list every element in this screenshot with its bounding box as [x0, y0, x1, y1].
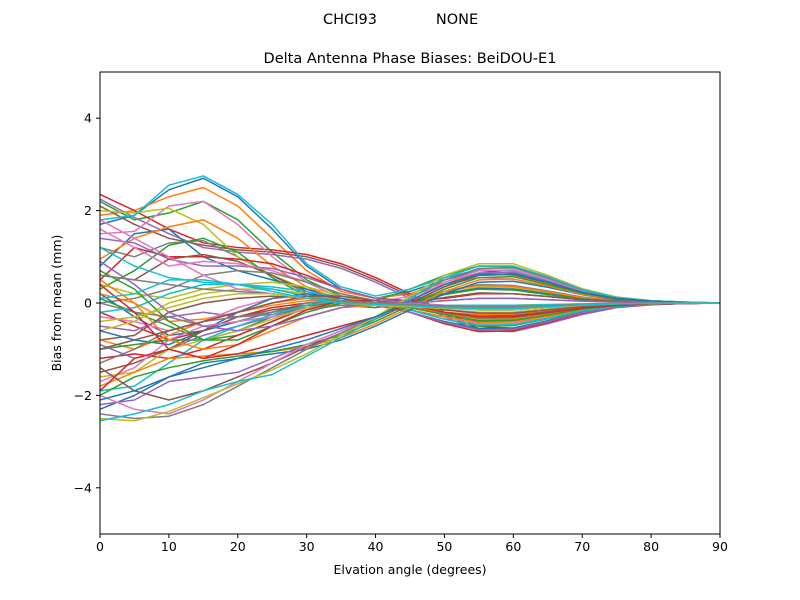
- x-tick-label: 0: [96, 539, 104, 554]
- series-line-60: [100, 279, 720, 310]
- y-tick-label: −4: [74, 480, 92, 495]
- series-lines: [100, 175, 720, 422]
- y-axis-label: Bias from mean (mm): [49, 235, 64, 372]
- y-tick-label: 2: [84, 203, 92, 218]
- x-axis-ticks: 0 10 20 30 40 50 60 70 80 90: [96, 534, 728, 554]
- x-tick-label: 80: [643, 539, 659, 554]
- x-tick-label: 70: [574, 539, 590, 554]
- x-axis-label: Elvation angle (degrees): [333, 562, 486, 577]
- y-tick-label: −2: [74, 388, 92, 403]
- y-tick-label: 0: [84, 296, 92, 311]
- suptitle-right: NONE: [436, 12, 478, 28]
- x-tick-label: 50: [436, 539, 452, 554]
- series-line-51: [100, 273, 720, 401]
- x-tick-label: 10: [161, 539, 177, 554]
- chart-title: Delta Antenna Phase Biases: BeiDOU-E1: [264, 51, 557, 67]
- x-tick-label: 30: [299, 539, 315, 554]
- y-tick-label: 4: [84, 111, 92, 126]
- x-tick-label: 60: [505, 539, 521, 554]
- suptitle-left: CHCI93: [323, 12, 377, 28]
- series-line-50: [100, 265, 720, 422]
- x-tick-label: 20: [230, 539, 246, 554]
- x-tick-label: 40: [368, 539, 384, 554]
- x-tick-label: 90: [712, 539, 728, 554]
- y-axis-ticks: −4 −2 0 2 4: [74, 111, 100, 495]
- series-line-55: [100, 260, 720, 332]
- series-line-35: [100, 302, 720, 360]
